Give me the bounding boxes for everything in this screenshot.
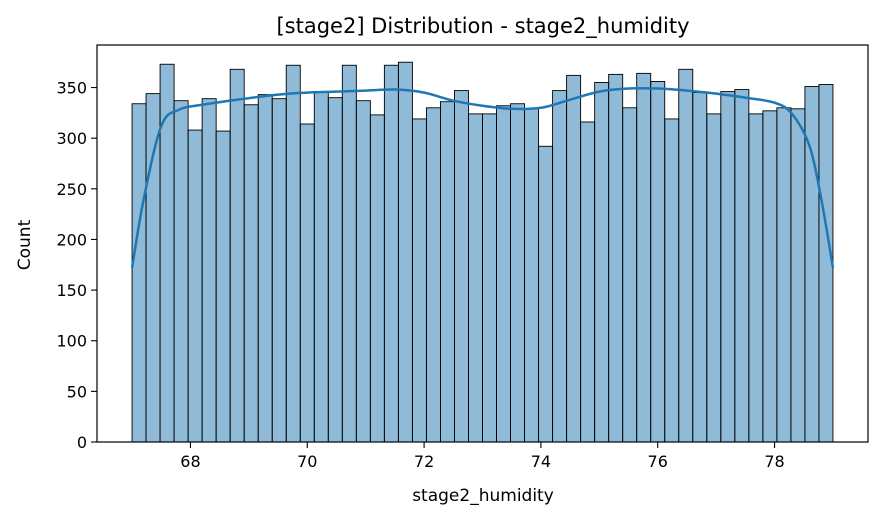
histogram-bar xyxy=(594,82,610,443)
histogram-bar xyxy=(411,118,427,443)
histogram-bar xyxy=(538,145,554,443)
histogram-bar xyxy=(383,64,399,443)
histogram-bar xyxy=(454,90,469,443)
histogram-bar xyxy=(636,72,652,443)
histogram-bar xyxy=(692,92,708,443)
histogram-bar xyxy=(327,97,343,443)
histogram-bar xyxy=(271,98,287,443)
histogram-bar xyxy=(608,73,624,443)
histogram-bar xyxy=(580,121,596,443)
histogram-bar xyxy=(818,84,834,443)
histogram-bar xyxy=(145,93,161,443)
histogram-bar xyxy=(748,113,764,443)
histogram-bar xyxy=(369,114,385,443)
x-tick-label: 76 xyxy=(648,452,668,471)
histogram-bar xyxy=(439,101,455,443)
histogram-bar xyxy=(622,107,638,443)
x-tick-label: 70 xyxy=(297,452,317,471)
histogram-bar xyxy=(664,118,680,443)
histogram-bar xyxy=(706,113,722,443)
histogram-bar xyxy=(566,74,582,443)
histogram-bar xyxy=(285,64,301,443)
y-tick-label: 0 xyxy=(77,433,87,452)
histogram-bar xyxy=(650,81,666,443)
x-tick-label: 72 xyxy=(414,452,434,471)
x-tick-label: 74 xyxy=(531,452,551,471)
y-axis-ticks: 0 50 100 150 200 250 300 350 xyxy=(56,79,97,452)
kde-curve xyxy=(130,86,835,269)
histogram-bar xyxy=(397,61,413,443)
histogram-bar xyxy=(468,113,483,443)
histogram-bar xyxy=(355,100,371,443)
histogram-bar xyxy=(229,68,245,443)
histogram-bar xyxy=(243,104,259,443)
bars-group xyxy=(131,61,834,443)
histogram-bar xyxy=(762,110,778,443)
y-tick-label: 350 xyxy=(56,79,87,98)
y-tick-label: 200 xyxy=(56,230,87,249)
histogram-bar xyxy=(790,108,806,443)
histogram-bar xyxy=(313,91,329,443)
x-tick-label: 68 xyxy=(180,452,200,471)
histogram-bar xyxy=(552,90,568,443)
histogram-bar xyxy=(524,108,540,443)
x-axis-ticks: 68 70 72 74 76 78 xyxy=(180,442,785,471)
histogram-bar xyxy=(678,68,694,443)
y-tick-label: 250 xyxy=(56,180,87,199)
histogram-bar xyxy=(482,113,497,443)
histogram-bar xyxy=(720,91,736,443)
histogram-bar xyxy=(496,105,511,443)
y-axis-label: Count xyxy=(15,219,35,270)
histogram-bar xyxy=(341,64,357,443)
chart-title: [stage2] Distribution - stage2_humidity xyxy=(276,14,689,39)
histogram-bar xyxy=(734,89,750,443)
y-tick-label: 300 xyxy=(56,129,87,148)
histogram-bar xyxy=(131,103,147,443)
histogram-bar xyxy=(510,103,526,443)
histogram-bar xyxy=(215,130,231,443)
histogram-bar xyxy=(425,107,441,443)
histogram-bar xyxy=(257,94,273,443)
x-tick-label: 78 xyxy=(764,452,784,471)
histogram-bar xyxy=(299,123,315,443)
histogram-bar xyxy=(173,100,189,443)
x-axis-label: stage2_humidity xyxy=(412,486,554,506)
y-tick-label: 100 xyxy=(56,332,87,351)
y-tick-label: 150 xyxy=(56,281,87,300)
histogram-bar xyxy=(201,98,217,443)
y-tick-label: 50 xyxy=(67,382,87,401)
histogram-bar xyxy=(776,107,792,443)
plot-frame xyxy=(96,44,869,443)
histogram-bar xyxy=(187,129,203,443)
